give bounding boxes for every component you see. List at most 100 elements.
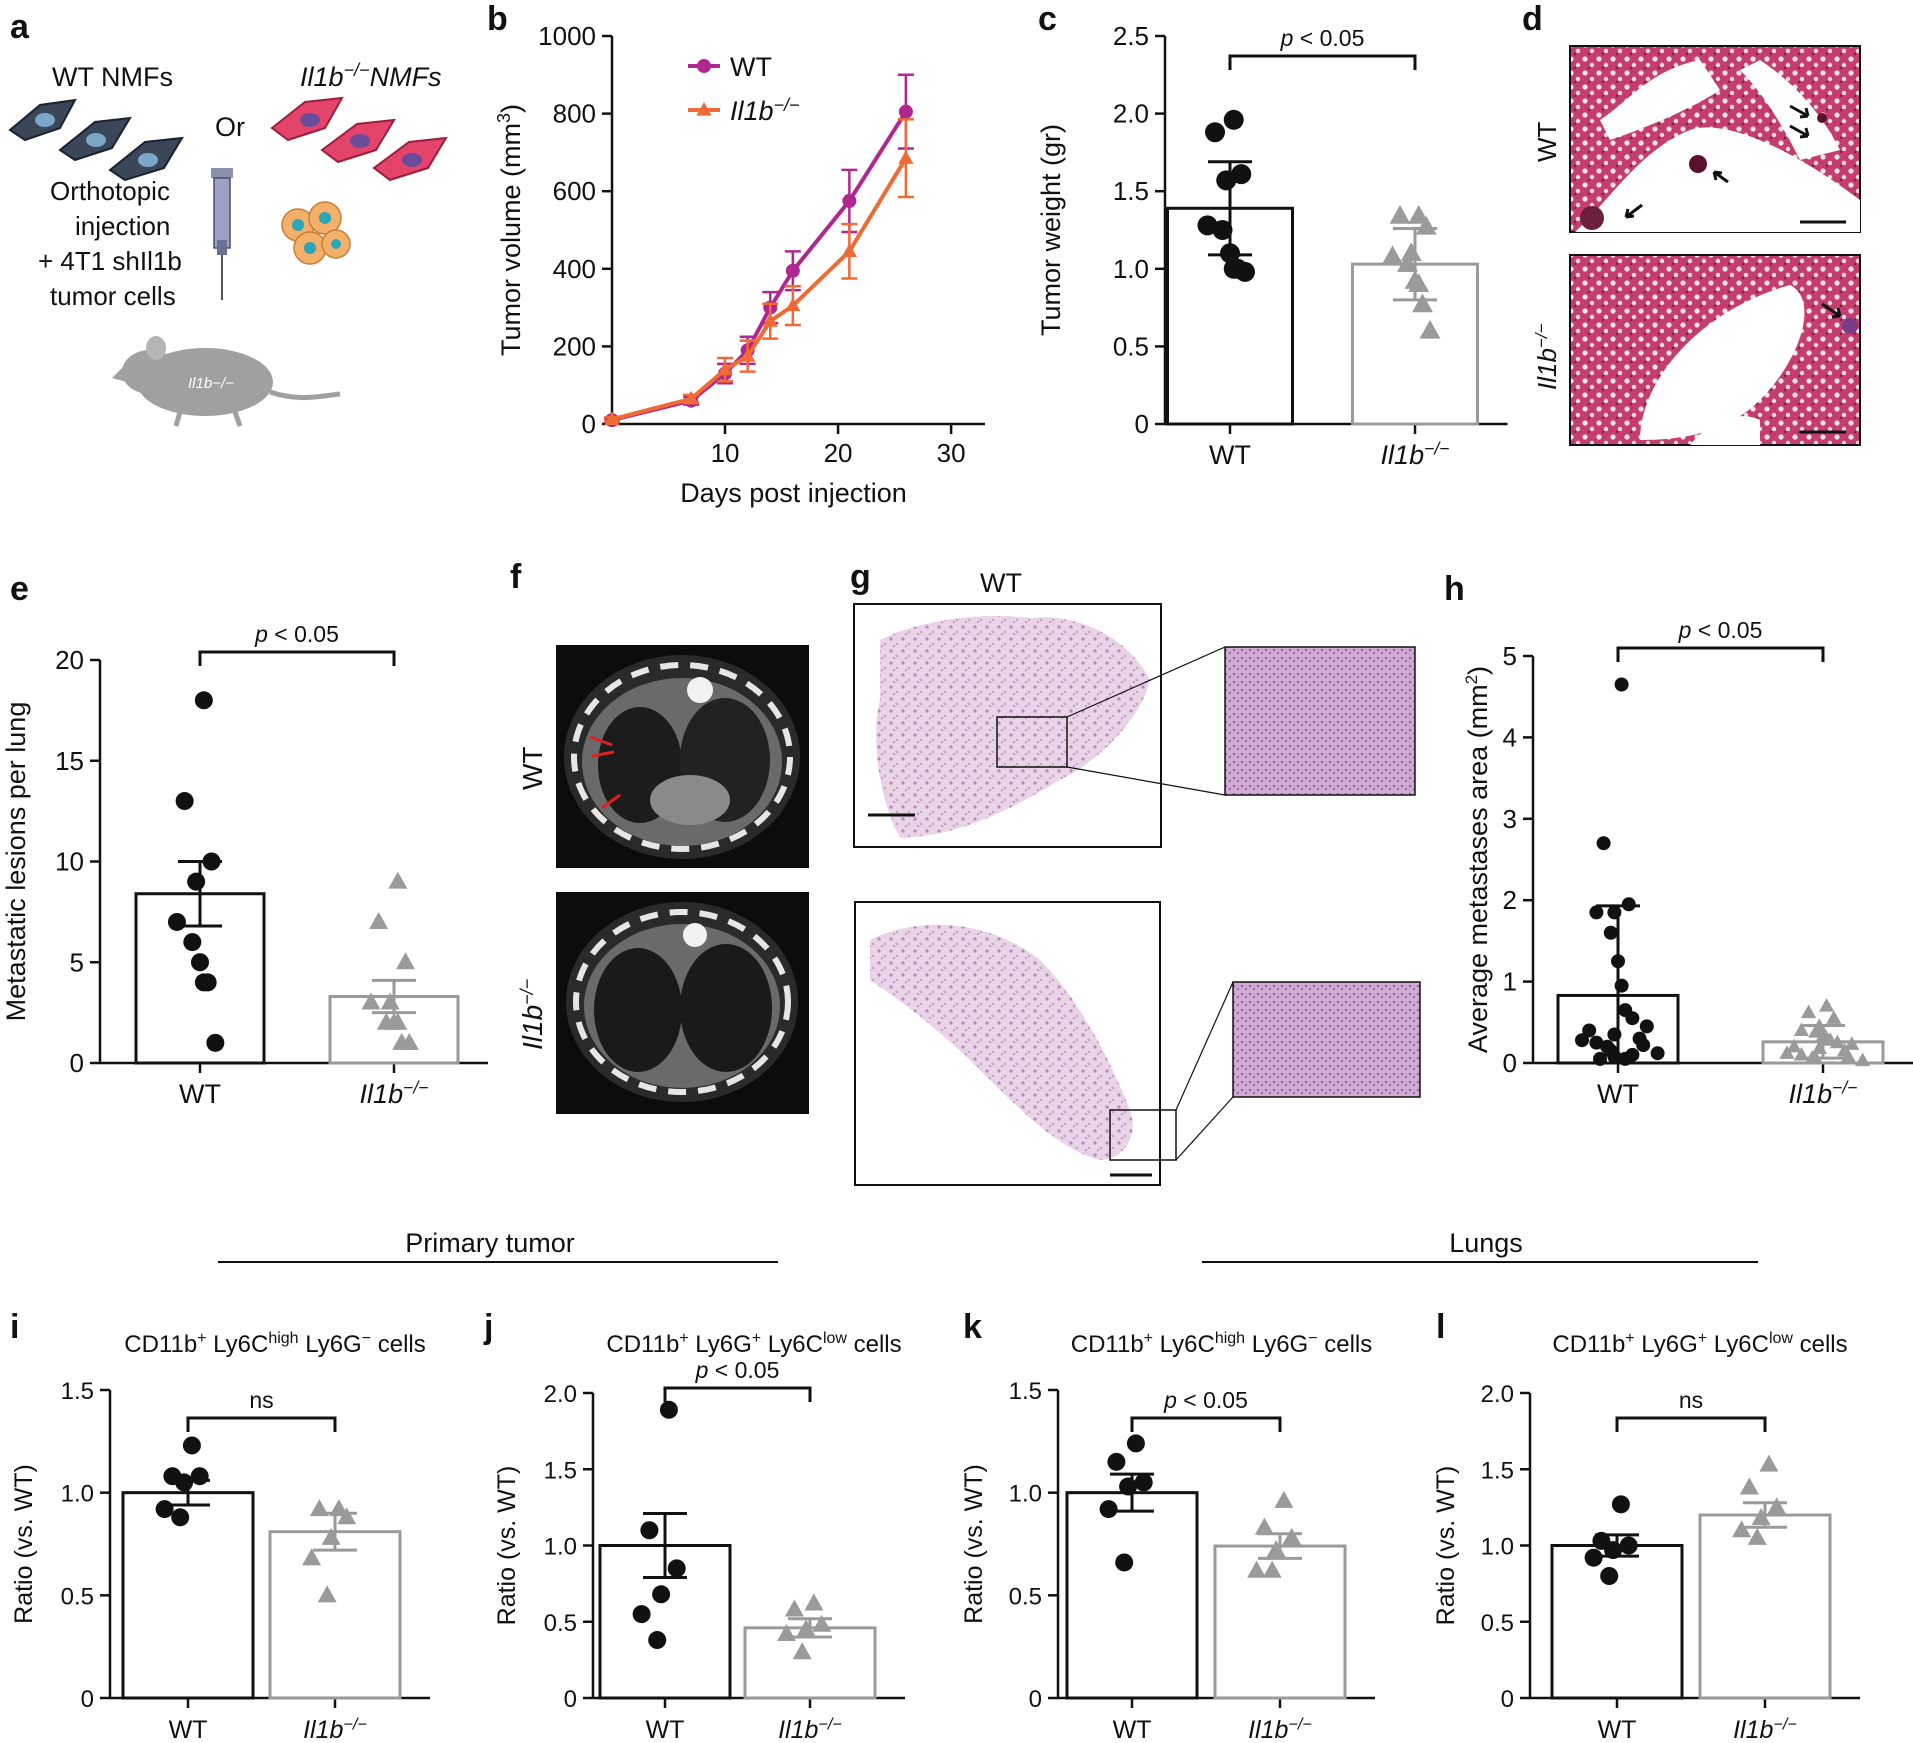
data-point <box>762 313 778 327</box>
section-wt-label: WT <box>980 568 1022 598</box>
data-point-ko <box>396 952 416 970</box>
data-point-wt <box>1593 1051 1607 1066</box>
data-point-wt <box>1126 1434 1145 1453</box>
y-tick-label: 1.0 <box>544 1534 577 1561</box>
data-point-wt <box>1216 170 1237 191</box>
tumor-volume-line-chart: 0 200 400 600 800 1000 10 20 30 Days post injecti… <box>494 21 985 508</box>
data-point <box>604 411 620 425</box>
series-line-wt <box>611 110 908 423</box>
data-point <box>842 193 857 208</box>
data-point-wt <box>1636 1038 1651 1053</box>
data-point-ko <box>1793 1046 1809 1061</box>
data-point-ko <box>1415 215 1437 235</box>
panel-label-d: d <box>1522 0 1543 38</box>
ct-wt-label: WT <box>517 746 548 790</box>
y-tick-label: 0 <box>70 1048 84 1078</box>
bar-ko <box>1213 1544 1347 1700</box>
data-point-wt <box>667 1559 686 1578</box>
x-category-wt: WT <box>1113 1716 1152 1743</box>
y-tick-label: 2.0 <box>544 1381 577 1408</box>
panel-label-i: i <box>10 1308 19 1346</box>
y-tick-label: 4 <box>1503 722 1517 752</box>
data-point-wt <box>167 912 186 931</box>
data-point-wt <box>1589 905 1604 920</box>
y-axis-title: Metastatic lesions per lung <box>1 702 31 1022</box>
data-point-ko <box>1801 1004 1817 1019</box>
data-point-wt <box>1607 1049 1622 1064</box>
data-point-wt <box>206 1033 225 1052</box>
significance-label: p < 0.05 <box>1678 617 1763 643</box>
section-ko-inset <box>1232 981 1421 1098</box>
data-point-wt <box>1611 954 1625 969</box>
data-point-ko <box>309 1499 329 1517</box>
y-axis-title: Ratio (vs. WT) <box>1432 1466 1460 1626</box>
data-point-wt <box>632 1605 651 1624</box>
data-point-ko <box>812 1614 832 1632</box>
ct-wt-image <box>556 645 809 868</box>
y-tick-label: 0 <box>1501 1686 1514 1713</box>
histology-wt-label: WT <box>1532 121 1562 162</box>
data-point-ko <box>1751 1508 1771 1526</box>
data-point-ko <box>1747 1527 1767 1545</box>
data-point-wt <box>1223 109 1244 130</box>
y-tick-label: 5 <box>1503 641 1517 671</box>
mouse-label: Il1b−/− <box>188 375 234 392</box>
data-point-ko <box>329 1499 349 1517</box>
data-point-ko <box>1274 1490 1294 1508</box>
x-category-ko: Il1b−/− <box>778 1715 842 1743</box>
significance-bracket <box>1130 1416 1282 1432</box>
y-tick-label: 0 <box>1135 409 1149 439</box>
data-point-wt <box>1582 1023 1597 1038</box>
x-category-ko: Il1b−/− <box>1789 1078 1858 1109</box>
data-point-wt <box>1107 1452 1126 1471</box>
chart-title: CD11b+ Ly6Chigh Ly6G− cells <box>124 1330 426 1358</box>
data-point-ko <box>1282 1527 1302 1545</box>
data-point <box>717 361 733 376</box>
y-tick-label: 1.5 <box>61 1378 94 1405</box>
data-point-ko <box>1840 1048 1856 1063</box>
x-tick-label: 10 <box>711 438 740 468</box>
y-tick-label: 0.5 <box>544 1610 577 1637</box>
data-point-ko <box>1247 1560 1267 1578</box>
data-point-wt <box>1650 1046 1665 1061</box>
data-point-wt <box>1619 1536 1638 1555</box>
data-point-ko <box>1408 273 1430 293</box>
data-point-wt <box>155 1500 174 1519</box>
data-point-wt <box>1614 677 1629 692</box>
data-point-wt <box>175 1473 194 1492</box>
y-axis-title: Ratio (vs. WT) <box>10 1464 38 1624</box>
bar-wt <box>121 1491 255 1700</box>
significance-label: p < 0.05 <box>1280 25 1365 51</box>
data-point-wt <box>1607 905 1622 920</box>
data-point <box>785 263 800 278</box>
significance-bracket <box>663 1386 812 1402</box>
y-tick-label: 1000 <box>538 21 596 51</box>
data-point-ko <box>1786 1038 1802 1053</box>
panel-label-e: e <box>10 570 29 608</box>
data-point-ko <box>361 992 381 1010</box>
primary-ly6g-bar-chart: 0 0.5 1.0 1.5 2.0 Ratio (vs. WT) WT Il1b−/− CD11… <box>493 1330 905 1743</box>
y-tick-label: 0.5 <box>1009 1583 1042 1610</box>
panel-label-l: l <box>1436 1308 1445 1346</box>
y-tick-label: 0 <box>564 1686 577 1713</box>
significance-label: p < 0.05 <box>695 1357 780 1383</box>
data-point-ko <box>1266 1540 1286 1558</box>
data-point-wt <box>1596 836 1611 851</box>
y-tick-label: 1.5 <box>1113 176 1149 206</box>
data-point-ko <box>1400 242 1422 261</box>
significance-label: p < 0.05 <box>254 621 339 647</box>
histology-ko-image <box>1569 254 1861 446</box>
data-point-ko <box>1382 245 1403 265</box>
data-point-wt <box>1220 243 1240 264</box>
x-tick-label: 30 <box>937 438 966 468</box>
y-tick-label: 2.0 <box>1481 1381 1514 1408</box>
data-point <box>740 348 756 362</box>
x-axis-title: Days post injection <box>680 478 907 508</box>
data-point-wt <box>198 973 217 992</box>
data-point-wt <box>1115 1553 1134 1572</box>
bar-wt <box>1550 1544 1684 1700</box>
significance-bracket <box>186 1416 337 1432</box>
significance-bracket <box>198 650 396 666</box>
y-tick-label: 0 <box>1503 1048 1517 1078</box>
histology-wt-image <box>1569 45 1861 233</box>
